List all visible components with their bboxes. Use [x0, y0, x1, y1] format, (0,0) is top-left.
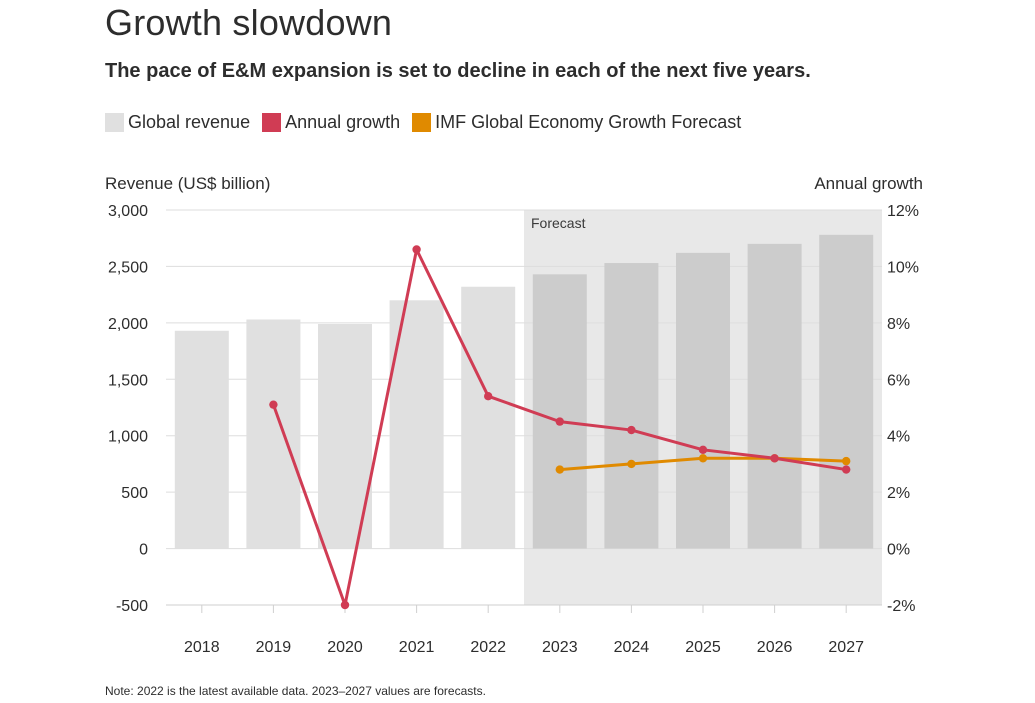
y-right-tick-label: 4% — [887, 429, 910, 446]
y-left-tick-label: 3,000 — [108, 203, 148, 220]
imf-growth-line — [559, 456, 847, 472]
chart-note: Note: 2022 is the latest available data.… — [105, 684, 486, 698]
revenue-bar — [318, 323, 372, 549]
chart-subtitle: The pace of E&M expansion is set to decl… — [105, 60, 811, 82]
annual-growth-point — [412, 245, 421, 254]
x-tick-label: 2026 — [757, 639, 793, 656]
revenue-bar — [604, 263, 659, 549]
x-tick-label: 2023 — [542, 639, 578, 656]
legend-label-imf: IMF Global Economy Growth Forecast — [435, 112, 742, 132]
x-tick-label: 2024 — [614, 639, 650, 656]
annual-growth-point — [555, 417, 564, 426]
y-right-tick-label: 10% — [887, 259, 919, 276]
y-left-tick-label: 0 — [139, 542, 148, 559]
legend-swatch-growth — [262, 113, 282, 132]
forecast-label: Forecast — [531, 215, 586, 231]
y-right-tick-label: -2% — [887, 598, 915, 615]
x-tick-label: 2022 — [470, 639, 506, 656]
y-left-tick-label: 2,500 — [108, 259, 148, 276]
y-left-tick-label: 1,500 — [108, 372, 148, 389]
revenue-bar — [174, 330, 229, 549]
y-right-axis-title: Annual growth — [814, 174, 923, 193]
x-tick-label: 2027 — [828, 639, 864, 656]
annual-growth-point — [340, 600, 350, 610]
annual-growth-point — [770, 454, 779, 463]
y-left-tick-label: 500 — [121, 485, 148, 502]
revenue-bar — [676, 252, 730, 549]
y-left-tick-label: -500 — [116, 598, 148, 615]
annual-growth-point — [842, 465, 851, 474]
imf-growth-point — [842, 456, 851, 466]
legend-label-growth: Annual growth — [285, 112, 401, 132]
chart-title: Growth slowdown — [105, 2, 393, 43]
revenue-bar — [246, 319, 301, 549]
revenue-bar — [389, 300, 444, 549]
y-right-tick-label: 6% — [887, 372, 910, 389]
imf-growth-point — [627, 459, 636, 469]
revenue-bar — [461, 286, 516, 549]
imf-growth-point — [555, 465, 564, 474]
y-right-tick-label: 8% — [887, 316, 910, 333]
y-left-axis-title: Revenue (US$ billion) — [105, 174, 270, 193]
annual-growth-point — [698, 445, 708, 455]
x-tick-label: 2021 — [399, 639, 435, 656]
x-tick-label: 2025 — [685, 639, 721, 656]
annual-growth-line — [271, 248, 847, 607]
y-right-tick-label: 0% — [887, 542, 910, 559]
y-right-tick-label: 12% — [887, 203, 919, 220]
annual-growth-point — [484, 392, 493, 401]
forecast-band — [524, 210, 882, 605]
legend-swatch-imf — [412, 113, 432, 132]
x-tick-label: 2018 — [184, 639, 220, 656]
x-tick-label: 2020 — [327, 639, 363, 656]
legend-item-revenue: Global revenue — [105, 112, 250, 133]
legend-item-growth: Annual growth — [262, 112, 400, 133]
annual-growth-point — [627, 425, 636, 435]
imf-growth-point — [698, 454, 708, 463]
legend-item-imf: IMF Global Economy Growth Forecast — [412, 112, 741, 133]
revenue-bar — [532, 274, 587, 549]
legend-swatch-revenue — [105, 113, 124, 132]
chart-legend: Global revenue Annual growth IMF Global … — [105, 112, 753, 133]
y-right-tick-label: 2% — [887, 485, 910, 502]
imf-growth-point — [770, 454, 779, 463]
legend-label-revenue: Global revenue — [128, 112, 251, 132]
revenue-bar — [819, 234, 874, 549]
y-left-tick-label: 2,000 — [108, 316, 148, 333]
annual-growth-point — [269, 400, 278, 409]
y-left-tick-label: 1,000 — [108, 429, 148, 446]
revenue-bar — [747, 243, 802, 549]
x-tick-label: 2019 — [256, 639, 292, 656]
